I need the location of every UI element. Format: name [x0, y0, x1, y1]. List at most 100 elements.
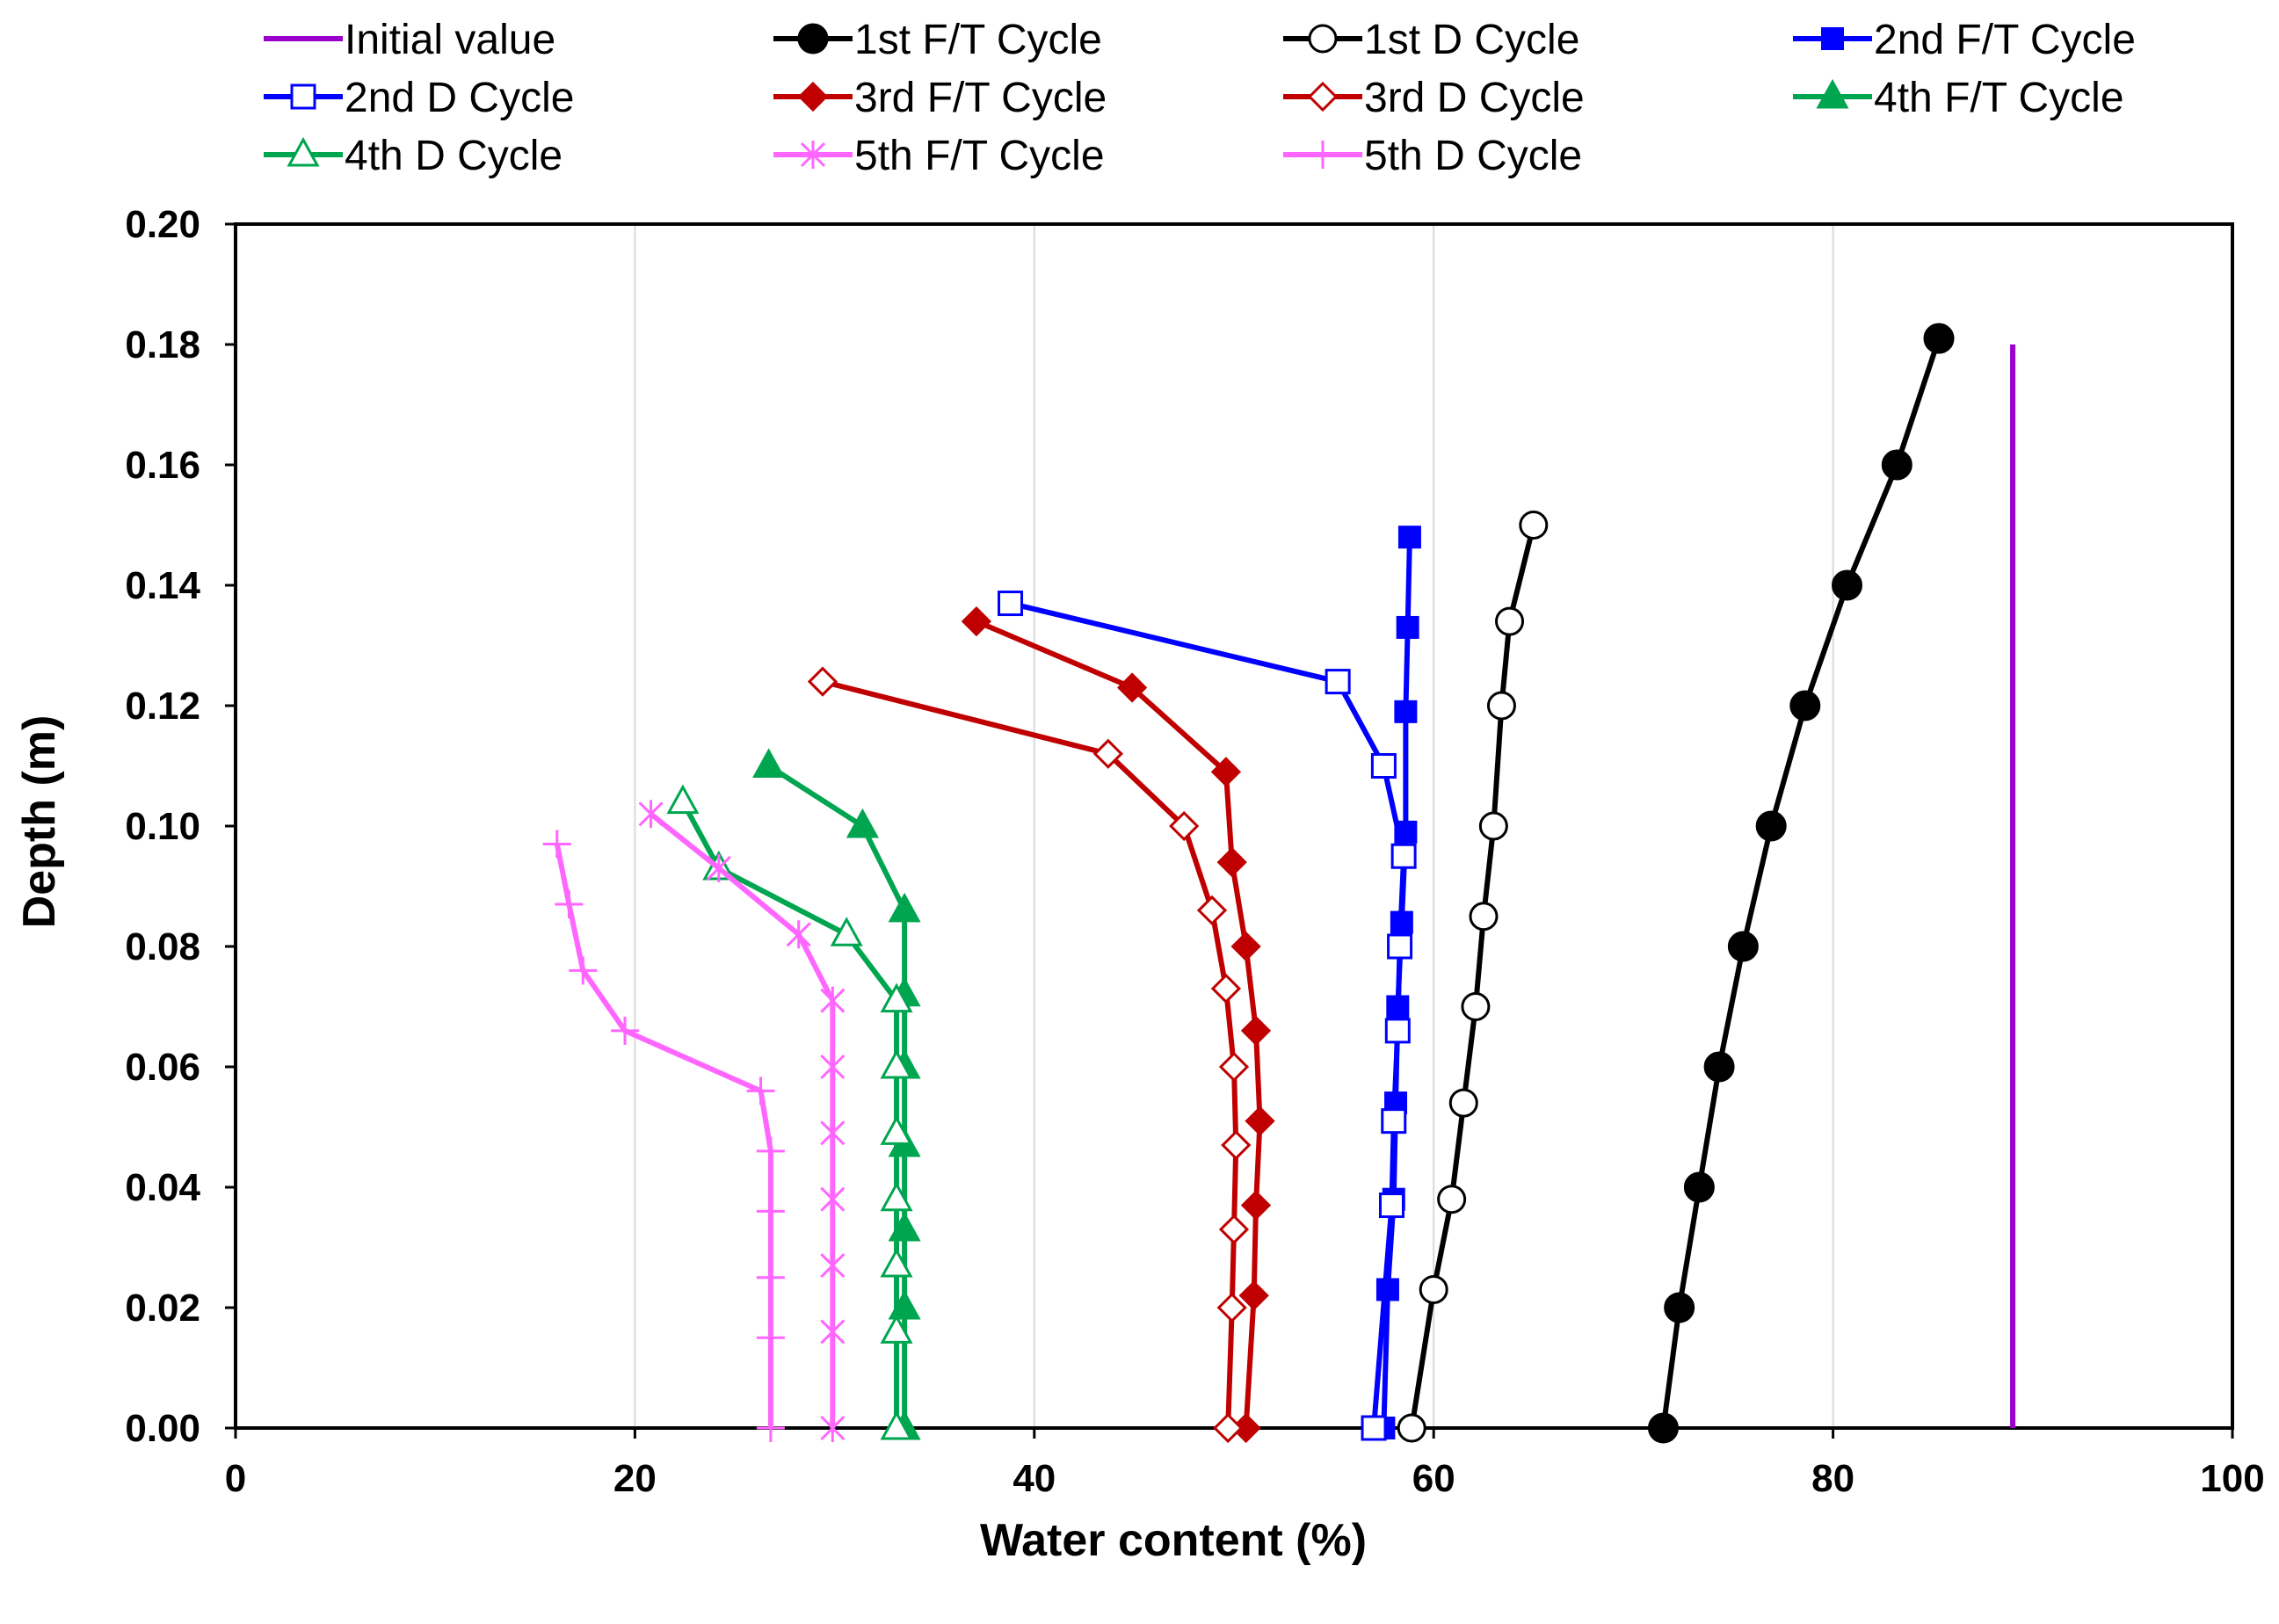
legend-item: 3rd F/T Cycle [773, 75, 1107, 121]
data-point [1923, 323, 1955, 354]
data-point [880, 1410, 913, 1440]
legend-marker [797, 81, 829, 112]
data-point [756, 1323, 785, 1352]
legend-label: 1st D Cycle [1364, 17, 1579, 63]
series-line [554, 843, 773, 1428]
y-tick-label: 0.06 [125, 1046, 200, 1089]
legend-item: 5th D Cycle [1283, 133, 1582, 179]
legend-item: Initial value [264, 17, 555, 63]
data-point [666, 784, 700, 815]
legend-item: 4th F/T Cycle [1793, 75, 2124, 121]
legend-item: 2nd D Cycle [264, 75, 574, 121]
series-2 [1397, 511, 1549, 1443]
legend-label: 4th F/T Cycle [1874, 75, 2124, 121]
data-point [1092, 738, 1123, 769]
data-point [1378, 1193, 1404, 1219]
data-point [1478, 811, 1508, 841]
y-tick-label: 0.18 [125, 323, 200, 366]
data-point [786, 920, 811, 949]
data-point [1397, 526, 1421, 549]
data-point [807, 666, 838, 697]
data-point [1881, 449, 1912, 481]
data-point [569, 956, 598, 985]
data-point [1396, 615, 1419, 639]
data-point [998, 591, 1024, 617]
data-point [1519, 511, 1549, 540]
data-point [1240, 1190, 1272, 1221]
series-line [649, 811, 836, 1428]
x-axis-ticks: 0 20 40 60 80 100 [225, 1428, 2265, 1500]
series-line [822, 678, 1239, 1429]
legend-marker [1821, 27, 1844, 50]
data-point [1390, 843, 1417, 869]
data-point [1213, 1412, 1244, 1444]
data-point [1683, 1171, 1715, 1203]
y-tick-label: 0.00 [125, 1407, 200, 1450]
series-line [680, 801, 900, 1428]
legend-item: 2nd F/T Cycle [1793, 17, 2136, 63]
data-point [880, 1048, 913, 1079]
data-point [820, 986, 846, 1015]
series-line [975, 619, 1263, 1429]
data-point [756, 1414, 785, 1442]
y-tick-label: 0.04 [125, 1166, 200, 1209]
series-4 [998, 591, 1417, 1441]
data-point [880, 1115, 913, 1145]
legend-label: 5th F/T Cycle [854, 133, 1105, 179]
data-point [1218, 1214, 1250, 1245]
data-point [756, 1197, 785, 1226]
data-point [846, 808, 879, 838]
data-point [1727, 931, 1759, 962]
data-point [1448, 1088, 1478, 1118]
data-point [1196, 895, 1228, 926]
legend-label: 4th D Cycle [345, 133, 562, 179]
data-point [1245, 1106, 1275, 1136]
data-point [820, 1053, 846, 1081]
data-point [746, 1077, 775, 1106]
x-axis-title: Water content (%) [980, 1515, 1367, 1566]
data-point [1461, 992, 1491, 1021]
data-point [1664, 1292, 1695, 1323]
data-point [1486, 691, 1516, 721]
series-line [1409, 524, 1536, 1429]
x-tick-label: 20 [613, 1457, 657, 1500]
legend-marker [800, 141, 826, 169]
data-point [1230, 931, 1261, 962]
legend-label: 1st F/T Cycle [854, 17, 1102, 63]
legend-marker [797, 23, 829, 54]
legend-label: 2nd D Cycle [345, 75, 574, 121]
y-tick-label: 0.10 [125, 805, 200, 848]
data-point [1117, 672, 1148, 703]
data-point [1370, 753, 1397, 779]
legend-marker [1307, 81, 1339, 112]
y-tick-label: 0.02 [125, 1287, 200, 1330]
data-point [1703, 1051, 1735, 1083]
data-point [1210, 757, 1242, 787]
y-tick-label: 0.08 [125, 925, 200, 968]
series-1 [1647, 323, 1955, 1444]
data-point [1169, 810, 1200, 842]
data-point [638, 800, 664, 829]
series-line [1660, 337, 1942, 1429]
y-tick-label: 0.20 [125, 203, 200, 246]
data-point [1221, 1129, 1252, 1161]
legend-label: Initial value [345, 17, 555, 63]
data-point [756, 1263, 785, 1292]
data-point [1469, 902, 1499, 932]
y-axis-title: Depth (m) [14, 715, 65, 929]
x-tick-label: 100 [2200, 1457, 2264, 1500]
data-point [1325, 669, 1351, 695]
data-point [611, 1016, 640, 1045]
data-point [1397, 1413, 1426, 1443]
series-10 [542, 830, 785, 1442]
series-6 [807, 666, 1252, 1444]
legend-label: 3rd D Cycle [1364, 75, 1585, 121]
data-point [1419, 1274, 1448, 1304]
legend: Initial value 1st F/T Cycle 1st D Cycle 2nd… [264, 17, 2136, 179]
series-5 [961, 605, 1275, 1444]
legend-item: 1st D Cycle [1283, 17, 1579, 63]
legend-marker [1309, 141, 1337, 169]
data-point [1218, 1051, 1250, 1083]
x-tick-label: 40 [1012, 1457, 1056, 1500]
